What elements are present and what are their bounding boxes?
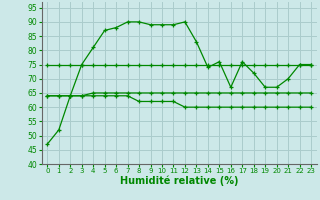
X-axis label: Humidité relative (%): Humidité relative (%) — [120, 176, 238, 186]
